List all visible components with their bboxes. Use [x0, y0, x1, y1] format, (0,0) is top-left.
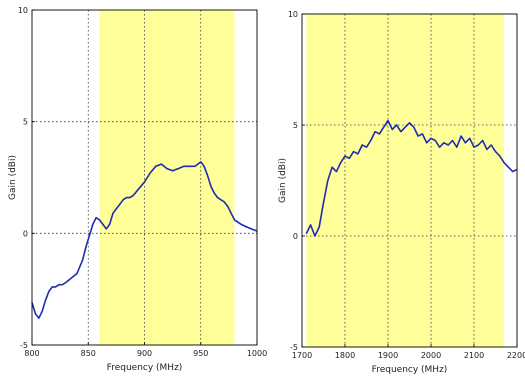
y-axis-label: Gain (dBi) — [278, 158, 288, 203]
x-tick-label: 1900 — [378, 351, 398, 360]
x-tick-label: 900 — [137, 349, 152, 358]
shaded-band — [306, 14, 505, 347]
x-tick-label: 2100 — [464, 351, 484, 360]
y-tick-label: 0 — [293, 232, 298, 241]
y-tick-label: -5 — [20, 341, 28, 350]
x-tick-label: 850 — [81, 349, 96, 358]
y-tick-label: 10 — [18, 6, 28, 15]
series-line — [31, 161, 258, 320]
y-tick-label: -5 — [290, 343, 298, 352]
x-tick-label: 1700 — [292, 351, 312, 360]
chart-1: 800 850 900 950 1000 -5 0 5 10 Frequency (MHz) Gai… — [8, 6, 267, 373]
x-tick-label: 1800 — [335, 351, 355, 360]
y-tick-label: 5 — [293, 121, 298, 130]
x-tick-label: 950 — [193, 349, 208, 358]
y-axis-label: Gain (dBi) — [8, 155, 18, 200]
axes-frame — [301, 13, 518, 348]
x-tick-label: 2200 — [507, 351, 525, 360]
series-line — [305, 119, 518, 237]
y-tick-label: 0 — [23, 229, 28, 238]
x-tick-label: 800 — [24, 349, 39, 358]
y-tick-label: 5 — [23, 118, 28, 127]
x-axis-label: Frequency (MHz) — [107, 363, 183, 373]
x-tick-label: 2000 — [421, 351, 441, 360]
chart-2: 1700 1800 1900 2000 2100 2200 -5 0 5 10 Frequency … — [278, 10, 525, 375]
shaded-band — [99, 10, 235, 345]
y-tick-label: 10 — [288, 10, 298, 19]
x-axis-label: Frequency (MHz) — [372, 365, 448, 375]
x-tick-label: 1000 — [247, 349, 267, 358]
